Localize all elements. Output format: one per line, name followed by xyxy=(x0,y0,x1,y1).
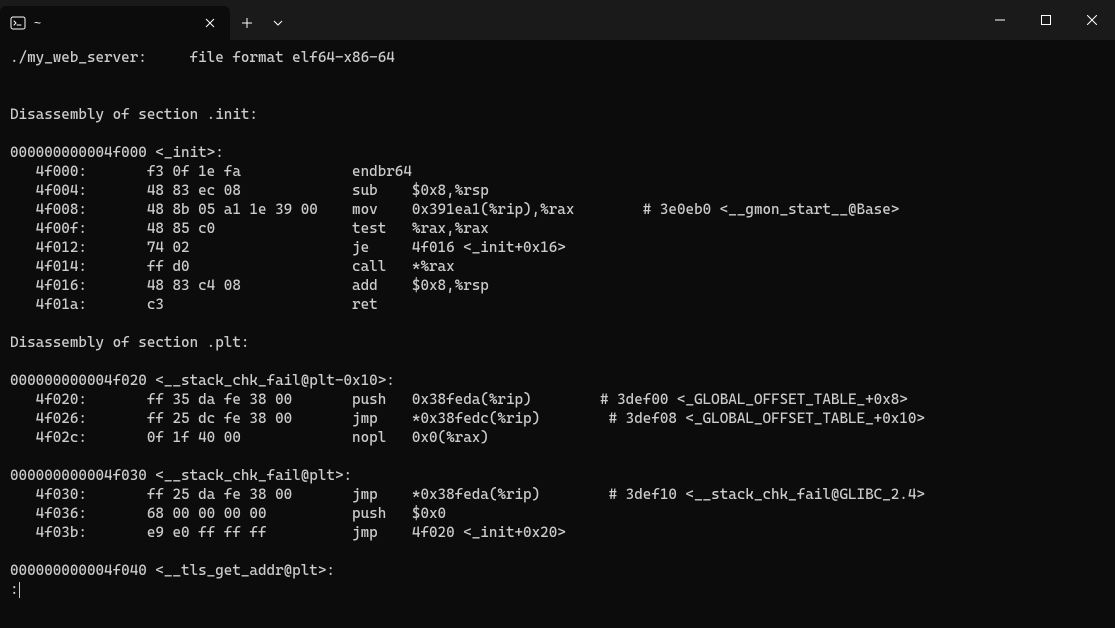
output-line: Disassembly of section .plt: xyxy=(10,334,249,351)
terminal-output[interactable]: ./my_web_server: file format elf64-x86-6… xyxy=(0,40,1115,628)
output-line: 4f00f: 48 85 c0 test %rax,%rax xyxy=(10,220,489,237)
output-line: 4f014: ff d0 call *%rax xyxy=(10,258,455,275)
output-line: 000000000004f040 <__tls_get_addr@plt>: xyxy=(10,562,335,579)
cursor xyxy=(19,582,20,598)
output-line: 4f016: 48 83 c4 08 add $0x8,%rsp xyxy=(10,277,489,294)
output-line: 000000000004f020 <__stack_chk_fail@plt-0… xyxy=(10,372,395,389)
titlebar: ~ xyxy=(0,0,1115,40)
close-button[interactable] xyxy=(1069,0,1115,40)
tab-close-button[interactable] xyxy=(200,13,220,33)
output-line: 4f01a: c3 ret xyxy=(10,296,378,313)
window-controls xyxy=(977,0,1115,40)
new-tab-button[interactable] xyxy=(230,6,264,40)
tab-dropdown-button[interactable] xyxy=(264,6,292,40)
output-line: 4f008: 48 8b 05 a1 1e 39 00 mov 0x391ea1… xyxy=(10,201,899,218)
output-line: 000000000004f000 <_init>: xyxy=(10,144,224,161)
output-line: Disassembly of section .init: xyxy=(10,106,258,123)
output-line: 4f03b: e9 e0 ff ff ff jmp 4f020 <_init+0… xyxy=(10,524,566,541)
output-line: 4f012: 74 02 je 4f016 <_init+0x16> xyxy=(10,239,566,256)
output-line: 000000000004f030 <__stack_chk_fail@plt>: xyxy=(10,467,352,484)
terminal-tab[interactable]: ~ xyxy=(0,6,230,40)
output-line: 4f026: ff 25 dc fe 38 00 jmp *0x38fedc(%… xyxy=(10,410,925,427)
terminal-icon xyxy=(10,15,26,31)
tab-title: ~ xyxy=(34,16,192,30)
maximize-button[interactable] xyxy=(1023,0,1069,40)
output-line: 4f036: 68 00 00 00 00 push $0x0 xyxy=(10,505,446,522)
output-line: 4f000: f3 0f 1e fa endbr64 xyxy=(10,163,412,180)
output-line: ./my_web_server: file format elf64-x86-6… xyxy=(10,49,395,66)
titlebar-drag-region[interactable] xyxy=(292,0,977,40)
output-line: 4f02c: 0f 1f 40 00 nopl 0x0(%rax) xyxy=(10,429,489,446)
output-line: 4f004: 48 83 ec 08 sub $0x8,%rsp xyxy=(10,182,489,199)
output-line: 4f030: ff 25 da fe 38 00 jmp *0x38feda(%… xyxy=(10,486,925,503)
output-line: 4f020: ff 35 da fe 38 00 push 0x38feda(%… xyxy=(10,391,908,408)
minimize-button[interactable] xyxy=(977,0,1023,40)
pager-prompt: : xyxy=(10,581,19,598)
